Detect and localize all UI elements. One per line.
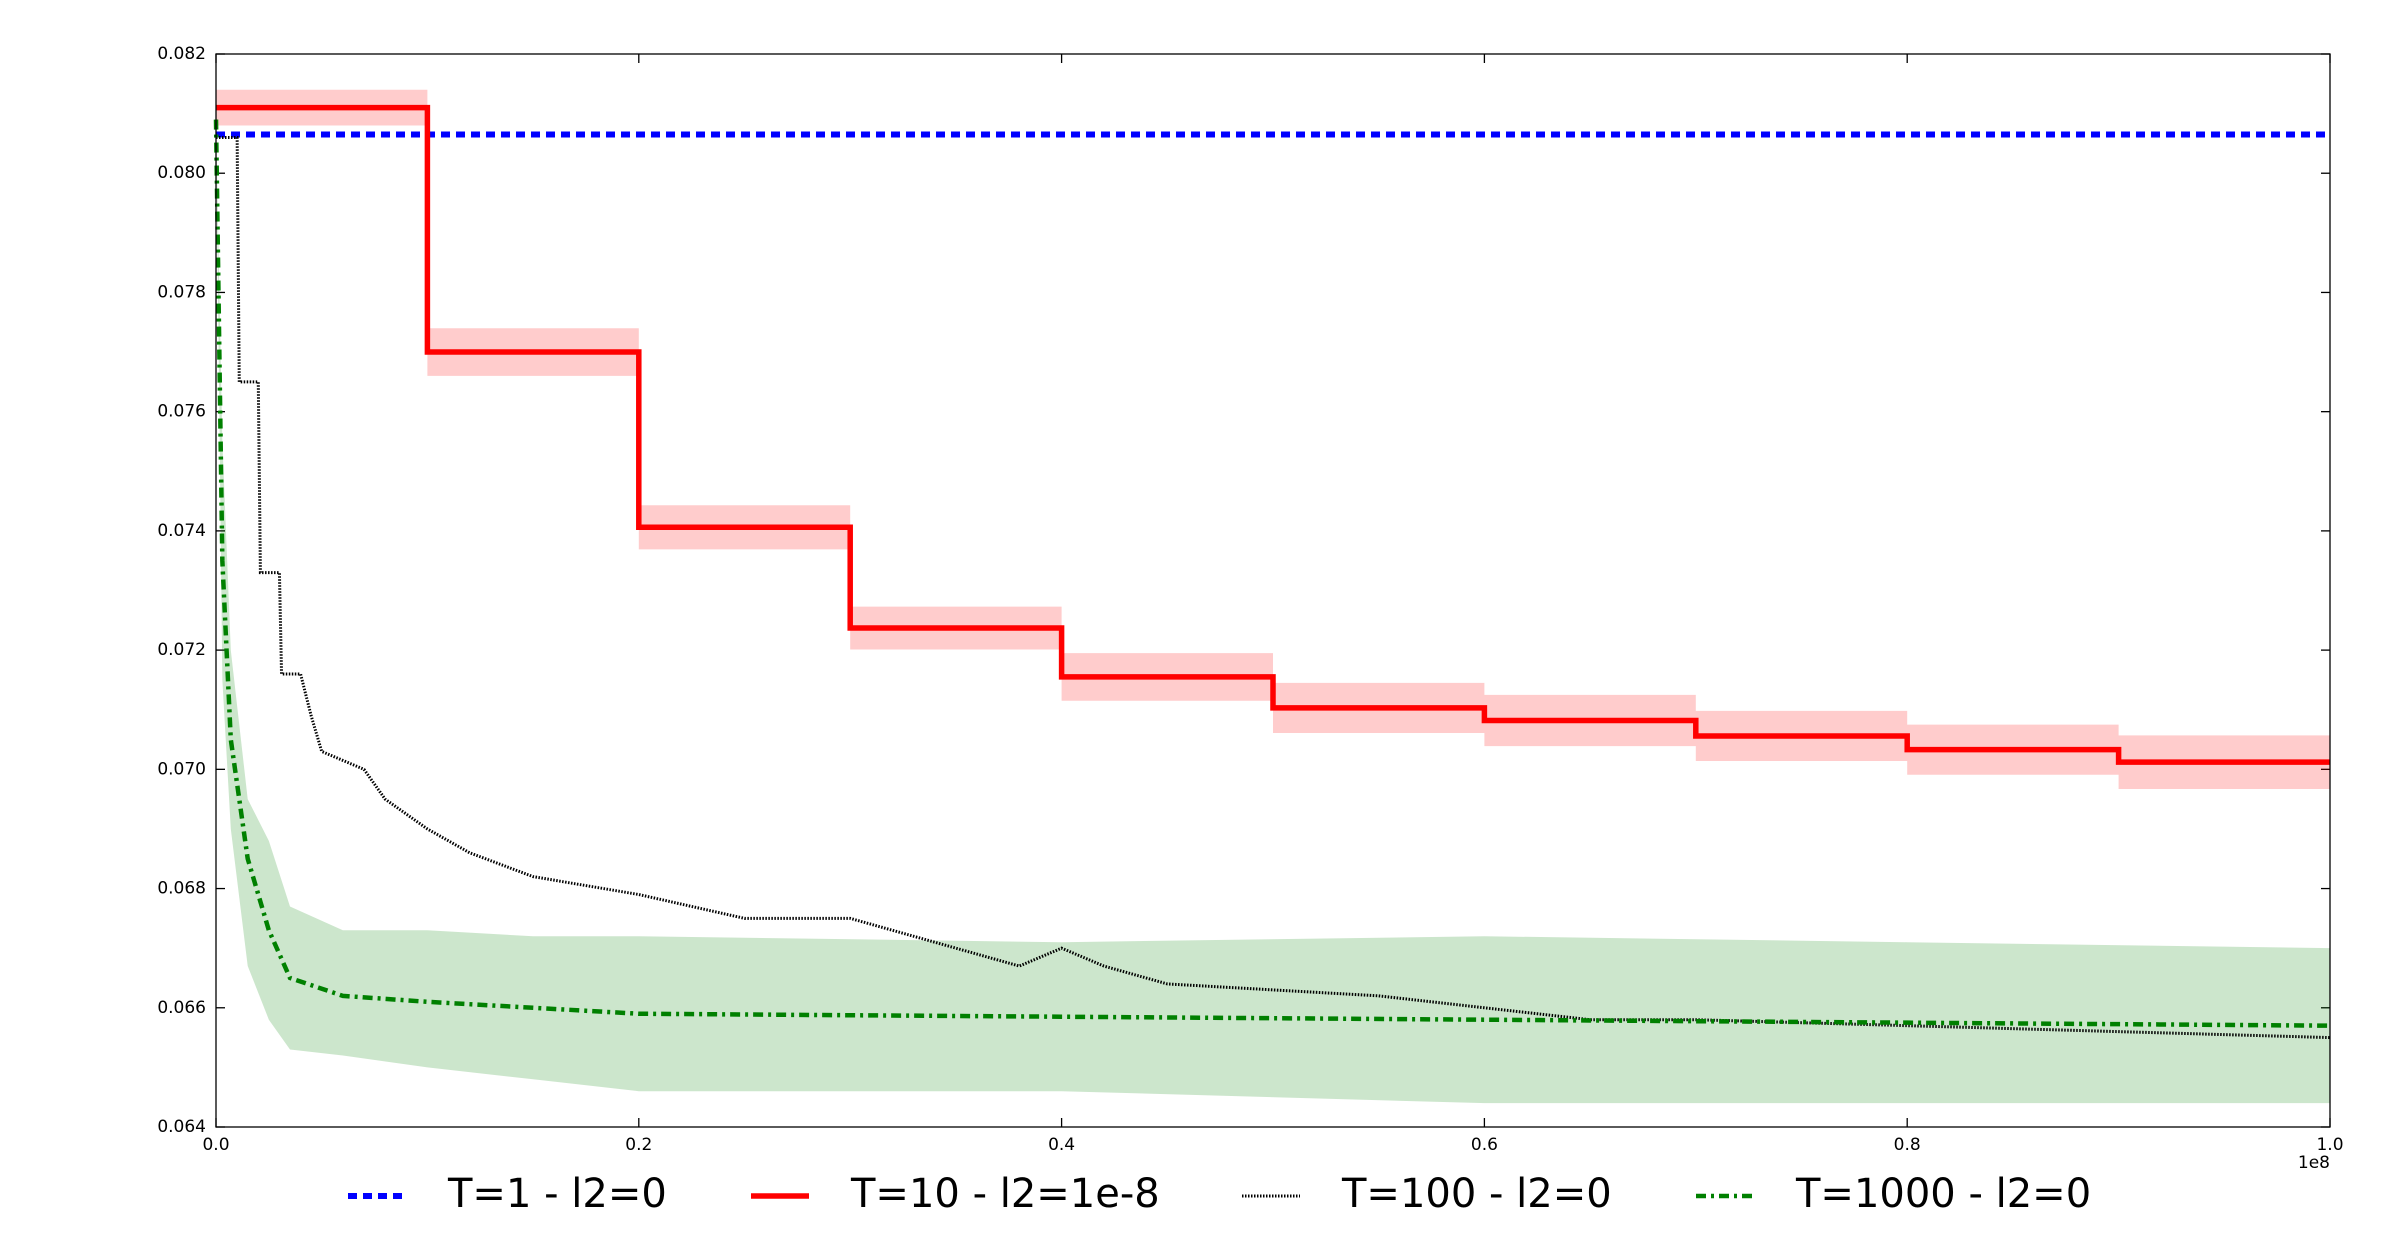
y-tick-label: 0.076 [157,402,206,422]
y-tick-label: 0.064 [157,1117,206,1137]
confidence-band [216,119,2330,1104]
axes-frame [215,53,2331,1128]
plot-area [216,54,2330,1127]
series-line [213,119,2331,1028]
series-line [216,104,2330,765]
x-offset-label: 1e8 [2298,1153,2330,1173]
y-tick-label: 0.070 [157,759,206,779]
x-tick-label: 0.0 [202,1135,229,1155]
y-tick-label: 0.074 [157,521,206,541]
x-tick-label: 0.4 [1048,1135,1075,1155]
legend-label: T=1000 - l2=0 [1795,1171,2091,1217]
legend-label: T=1 - l2=0 [447,1171,667,1217]
legend-label: T=100 - l2=0 [1341,1171,1612,1217]
series-line [216,135,2331,1040]
y-tick-label: 0.066 [157,998,206,1018]
x-tick-label: 0.6 [1471,1135,1498,1155]
y-tick-label: 0.072 [157,640,206,660]
y-tick-label: 0.078 [157,282,206,302]
legend-label: T=10 - l2=1e-8 [850,1171,1160,1217]
y-tick-label: 0.068 [157,879,206,899]
y-tick-label: 0.082 [157,44,206,64]
x-tick-label: 0.8 [1894,1135,1921,1155]
x-tick-label: 0.2 [625,1135,652,1155]
x-tick-label: 1.0 [2316,1135,2343,1155]
y-tick-label: 0.080 [157,163,206,183]
